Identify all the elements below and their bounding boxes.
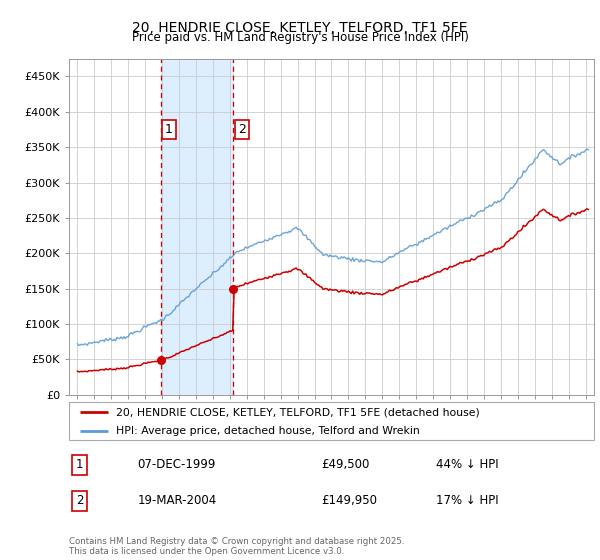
Text: 1: 1 [165, 123, 173, 136]
Text: 17% ↓ HPI: 17% ↓ HPI [437, 494, 499, 507]
Text: HPI: Average price, detached house, Telford and Wrekin: HPI: Average price, detached house, Telf… [116, 426, 420, 436]
Text: 2: 2 [76, 494, 83, 507]
Text: 44% ↓ HPI: 44% ↓ HPI [437, 458, 499, 471]
Text: Contains HM Land Registry data © Crown copyright and database right 2025.
This d: Contains HM Land Registry data © Crown c… [69, 536, 404, 556]
Text: £149,950: £149,950 [321, 494, 377, 507]
Text: 2: 2 [238, 123, 245, 136]
Text: 19-MAR-2004: 19-MAR-2004 [137, 494, 217, 507]
Text: 20, HENDRIE CLOSE, KETLEY, TELFORD, TF1 5FE (detached house): 20, HENDRIE CLOSE, KETLEY, TELFORD, TF1 … [116, 407, 480, 417]
Bar [161, 59, 233, 395]
Text: 1: 1 [76, 458, 83, 471]
Text: Price paid vs. HM Land Registry's House Price Index (HPI): Price paid vs. HM Land Registry's House … [131, 31, 469, 44]
Text: 07-DEC-1999: 07-DEC-1999 [137, 458, 215, 471]
Text: £49,500: £49,500 [321, 458, 370, 471]
FancyBboxPatch shape [69, 402, 594, 440]
Text: 20, HENDRIE CLOSE, KETLEY, TELFORD, TF1 5FE: 20, HENDRIE CLOSE, KETLEY, TELFORD, TF1 … [132, 21, 468, 35]
